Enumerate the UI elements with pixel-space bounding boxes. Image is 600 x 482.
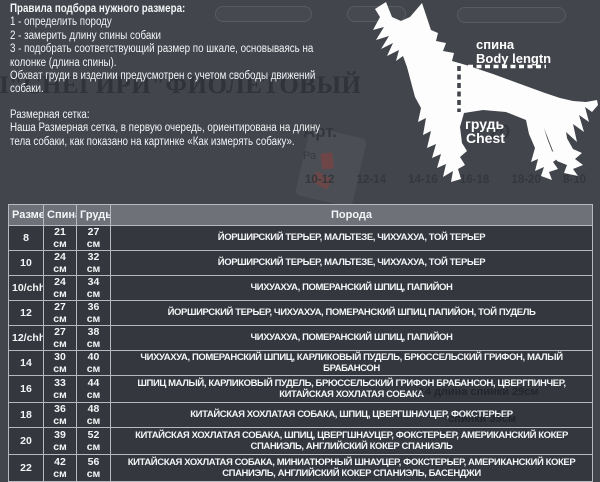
- art-watermark-number: 20: [489, 122, 511, 143]
- breed-cell: ЙОРШИРСКИЙ ТЕРЬЕР, МАЛЬТЕЗЕ, ЧИХУАХУА, Т…: [110, 225, 593, 251]
- size-cell: 10/chh: [8, 275, 44, 301]
- table-row: 12/chh 27 см 38 см ЧИХУАХУА, ПОМЕРАНСКИЙ…: [8, 325, 593, 351]
- breed-cell: ШПИЦ МАЛЫЙ, КАРЛИКОВЫЙ ПУДЕЛЬ, БРЮССЕЛЬС…: [110, 375, 593, 403]
- back-length-watermark: -14 длина спинки 29см: [415, 386, 539, 398]
- size-word-watermark: Ра: [303, 150, 317, 162]
- watermark-pill: [215, 6, 312, 22]
- chest-cell: 34 см: [76, 275, 111, 301]
- rule-line: Обхват груди в изделии предусмотрен с уч…: [10, 70, 316, 83]
- rule-line: 1 - определить породу: [10, 16, 112, 29]
- table-row: 10/chh 24 см 34 см ЧИХУАХУА, ПОМЕРАНСКИЙ…: [8, 275, 593, 301]
- back-label-en: Body lengtn: [476, 51, 551, 66]
- chest-label-en: Chest: [466, 130, 505, 146]
- chest-cell: 27 см: [76, 225, 111, 251]
- chest-cell: 48 см: [76, 402, 111, 428]
- chest-cell: 32 см: [76, 250, 111, 276]
- back-cell: 27 см: [43, 325, 77, 351]
- back-cell: 21 см: [43, 225, 77, 251]
- chest-cell: 36 см: [76, 300, 111, 326]
- breed-cell: КИТАЙСКАЯ ХОХЛАТАЯ СОБАКА, ШПИЦ, ЦВЕРГШН…: [110, 427, 593, 455]
- chest-cell: 40 см: [76, 350, 111, 376]
- back-cell: 36 см: [43, 402, 77, 428]
- table-row: 12 27 см 36 см ЙОРШИРСКИЙ ТЕРЬЕР, ЧИХУАХ…: [8, 300, 593, 326]
- chest-label-ru: грудь: [465, 116, 505, 132]
- back-cell: 24 см: [43, 275, 77, 301]
- art-watermark: Арт.: [303, 122, 337, 141]
- breed-cell: ЙОРШИРСКИЙ ТЕРЬЕР, ЧИХУАХУА, ПОМЕРАНСКИЙ…: [110, 300, 593, 326]
- back-cell: 39 см: [43, 427, 77, 455]
- size-cell: 10: [8, 250, 44, 276]
- size-cell: 8: [8, 225, 44, 251]
- size-cell: 14: [8, 350, 44, 376]
- size-chart-table: Размер Спина Грудь Порода 8 21 см 27 см …: [8, 204, 593, 482]
- back-length-watermark: спинки 39см: [448, 413, 516, 425]
- rule-line: 2 - замерить длину спины собаки: [10, 29, 162, 42]
- header-chest: Грудь: [76, 204, 111, 226]
- chest-cell: 56 см: [76, 454, 111, 482]
- selection-rules-text: Правила подбора нужного размера: 1 - опр…: [10, 3, 315, 97]
- back-cell: 33 см: [43, 375, 77, 403]
- back-cell: 42 см: [43, 454, 77, 482]
- chest-cell: 44 см: [76, 375, 111, 403]
- breed-cell: ЙОРШИРСКИЙ ТЕРЬЕР, МАЛЬТЕЗЕ, ЧИХУАХУА, Т…: [110, 250, 593, 276]
- note-line: Наша Размерная сетка, в первую очередь, …: [10, 122, 321, 135]
- breed-cell: ЧИХУАХУА, ПОМЕРАНСКИЙ ШПИЦ, ПАПИЙОН: [110, 325, 593, 351]
- breed-cell: КИТАЙСКАЯ ХОХЛАТАЯ СОБАКА, ШПИЦ, ЦВЕРГШН…: [110, 402, 593, 428]
- breed-cell: ЧИХУАХУА, ПОМЕРАНСКИЙ ШПИЦ, КАРЛИКОВЫЙ П…: [110, 350, 593, 376]
- back-label-ru: спина: [476, 37, 515, 52]
- dog-silhouette: [373, 2, 598, 182]
- rule-line: колонке (длина спины).: [10, 56, 117, 69]
- table-row: 10 24 см 32 см ЙОРШИРСКИЙ ТЕРЬЕР, МАЛЬТЕ…: [8, 250, 593, 276]
- header-breed: Порода: [110, 204, 593, 226]
- size-cell: 20: [8, 427, 44, 455]
- table-row: 20 39 см 52 см КИТАЙСКАЯ ХОХЛАТАЯ СОБАКА…: [8, 427, 593, 455]
- chest-cell: 38 см: [76, 325, 111, 351]
- table-row: 22 42 см 56 см КИТАЙСКАЯ ХОХЛАТАЯ СОБАКА…: [8, 454, 593, 482]
- header-back: Спина: [43, 204, 77, 226]
- size-cell: 18: [8, 402, 44, 428]
- header-size: Размер: [8, 204, 44, 226]
- size-ranges-watermark: 10-12 12-14 14-16 16-18 18-20 8-10: [305, 174, 587, 186]
- note-line: тела собаки, как показано на картинке «К…: [10, 135, 295, 148]
- breed-cell: КИТАЙСКАЯ ХОХЛАТАЯ СОБАКА, МИНИАТЮРНЫЙ Ш…: [110, 454, 593, 482]
- rule-line: собаки.: [10, 83, 44, 96]
- brand-watermark: Ы"СНЕГИРИ"ФИОЛЕТОВЫЙ: [0, 72, 362, 99]
- table-row: 18 36 см 48 см КИТАЙСКАЯ ХОХЛАТАЯ СОБАКА…: [8, 402, 593, 428]
- sizing-grid-note: Размерная сетка: Наша Размерная сетка, в…: [10, 109, 320, 149]
- table-row: 14 30 см 40 см ЧИХУАХУА, ПОМЕРАНСКИЙ ШПИ…: [8, 350, 593, 376]
- chest-cell: 52 см: [76, 427, 111, 455]
- dog-measurement-diagram: спина Body lengtn грудь Chest: [373, 2, 598, 182]
- size-cell: 22: [8, 454, 44, 482]
- back-cell: 24 см: [43, 250, 77, 276]
- table-row: 8 21 см 27 см ЙОРШИРСКИЙ ТЕРЬЕР, МАЛЬТЕЗ…: [8, 225, 593, 251]
- watermark-pill: [347, 6, 406, 22]
- back-cell: 27 см: [43, 300, 77, 326]
- note-title: Размерная сетка:: [10, 109, 90, 121]
- red-mark: [320, 152, 335, 170]
- table-header-row: Размер Спина Грудь Порода: [8, 204, 593, 226]
- table-row: 16 33 см 44 см ШПИЦ МАЛЫЙ, КАРЛИКОВЫЙ ПУ…: [8, 375, 593, 403]
- size-cell: 12/chh: [8, 325, 44, 351]
- size-cell: 16: [8, 375, 44, 403]
- breed-cell: ЧИХУАХУА, ПОМЕРАНСКИЙ ШПИЦ, ПАПИЙОН: [110, 275, 593, 301]
- rule-line: 3 - подобрать соответствующий размер по …: [10, 43, 314, 56]
- size-cell: 12: [8, 300, 44, 326]
- back-cell: 30 см: [43, 350, 77, 376]
- watermark-pill: [457, 7, 566, 23]
- rules-title: Правила подбора нужного размера:: [10, 3, 186, 15]
